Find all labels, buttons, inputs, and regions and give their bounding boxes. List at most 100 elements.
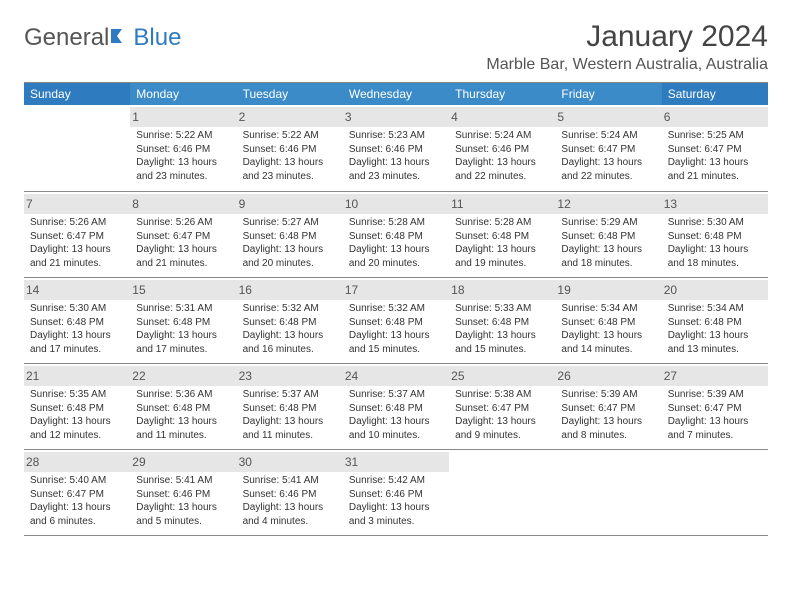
daylight-text: Daylight: 13 hours and 12 minutes. [28, 415, 126, 442]
sunrise-text: Sunrise: 5:27 AM [241, 216, 339, 230]
sunset-text: Sunset: 6:46 PM [134, 143, 232, 157]
day-number: 27 [662, 366, 768, 386]
sunset-text: Sunset: 6:46 PM [347, 488, 445, 502]
calendar-cell: 12Sunrise: 5:29 AMSunset: 6:48 PMDayligh… [555, 191, 661, 277]
day-number: 10 [343, 194, 449, 214]
calendar-cell: 18Sunrise: 5:33 AMSunset: 6:48 PMDayligh… [449, 277, 555, 363]
calendar-cell: 25Sunrise: 5:38 AMSunset: 6:47 PMDayligh… [449, 363, 555, 449]
daylight-text: Daylight: 13 hours and 18 minutes. [559, 243, 657, 270]
daylight-text: Daylight: 13 hours and 8 minutes. [559, 415, 657, 442]
sunrise-text: Sunrise: 5:32 AM [241, 302, 339, 316]
daylight-text: Daylight: 13 hours and 22 minutes. [453, 156, 551, 183]
flag-icon [110, 24, 132, 52]
sunrise-text: Sunrise: 5:26 AM [28, 216, 126, 230]
day-number: 11 [449, 194, 555, 214]
daylight-text: Daylight: 13 hours and 19 minutes. [453, 243, 551, 270]
day-number: 3 [343, 107, 449, 127]
calendar-cell: 15Sunrise: 5:31 AMSunset: 6:48 PMDayligh… [130, 277, 236, 363]
day-number: 26 [555, 366, 661, 386]
location: Marble Bar, Western Australia, Australia [486, 56, 768, 74]
daylight-text: Daylight: 13 hours and 16 minutes. [241, 329, 339, 356]
daylight-text: Daylight: 13 hours and 15 minutes. [453, 329, 551, 356]
sunset-text: Sunset: 6:48 PM [347, 402, 445, 416]
day-number: 8 [130, 194, 236, 214]
day-number: 14 [24, 280, 130, 300]
sunset-text: Sunset: 6:46 PM [347, 143, 445, 157]
daylight-text: Daylight: 13 hours and 9 minutes. [453, 415, 551, 442]
daylight-text: Daylight: 13 hours and 3 minutes. [347, 501, 445, 528]
day-header: Monday [130, 83, 236, 105]
day-number: 30 [237, 452, 343, 472]
day-number: 1 [130, 107, 236, 127]
daylight-text: Daylight: 13 hours and 17 minutes. [134, 329, 232, 356]
calendar-cell: 31 Sunrise: 5:42 AMSunset: 6:46 PMDayligh… [343, 449, 449, 535]
daylight-text: Daylight: 13 hours and 14 minutes. [559, 329, 657, 356]
sunset-text: Sunset: 6:47 PM [28, 488, 126, 502]
daylight-text: Daylight: 13 hours and 21 minutes. [28, 243, 126, 270]
calendar-cell: 10Sunrise: 5:28 AMSunset: 6:48 PMDayligh… [343, 191, 449, 277]
day-number: 16 [237, 280, 343, 300]
day-number: 25 [449, 366, 555, 386]
calendar-cell: 16 Sunrise: 5:32 AMSunset: 6:48 PMDayligh… [237, 277, 343, 363]
calendar-cell: 2Sunrise: 5:22 AMSunset: 6:46 PMDaylight… [237, 105, 343, 191]
calendar-cell: 3Sunrise: 5:23 AMSunset: 6:46 PMDaylight… [343, 105, 449, 191]
calendar-cell: 1Sunrise: 5:22 AMSunset: 6:46 PMDaylight… [130, 105, 236, 191]
sunset-text: Sunset: 6:48 PM [28, 316, 126, 330]
sunrise-text: Sunrise: 5:34 AM [666, 302, 764, 316]
daylight-text: Daylight: 13 hours and 11 minutes. [134, 415, 232, 442]
daylight-text: Daylight: 13 hours and 6 minutes. [28, 501, 126, 528]
sunrise-text: Sunrise: 5:30 AM [666, 216, 764, 230]
sunrise-text: Sunrise: 5:42 AM [347, 474, 445, 488]
day-number: 13 [662, 194, 768, 214]
day-number: 29 [130, 452, 236, 472]
day-number: 20 [662, 280, 768, 300]
sunset-text: Sunset: 6:47 PM [666, 143, 764, 157]
day-number: 6 [662, 107, 768, 127]
daylight-text: Daylight: 13 hours and 18 minutes. [666, 243, 764, 270]
sunset-text: Sunset: 6:46 PM [241, 143, 339, 157]
day-header: Sunday [24, 83, 130, 105]
calendar-cell: 14Sunrise: 5:30 AMSunset: 6:48 PMDayligh… [24, 277, 130, 363]
day-number-empty [24, 107, 130, 127]
sunset-text: Sunset: 6:48 PM [241, 402, 339, 416]
sunrise-text: Sunrise: 5:34 AM [559, 302, 657, 316]
calendar-cell: 7Sunrise: 5:26 AMSunset: 6:47 PMDaylight… [24, 191, 130, 277]
sunset-text: Sunset: 6:47 PM [559, 402, 657, 416]
sunrise-text: Sunrise: 5:23 AM [347, 129, 445, 143]
sunrise-text: Sunrise: 5:36 AM [134, 388, 232, 402]
day-number-empty [662, 452, 768, 472]
sunrise-text: Sunrise: 5:37 AM [347, 388, 445, 402]
sunrise-text: Sunrise: 5:37 AM [241, 388, 339, 402]
sunset-text: Sunset: 6:48 PM [559, 230, 657, 244]
day-number: 31 [343, 452, 449, 472]
daylight-text: Daylight: 13 hours and 11 minutes. [241, 415, 339, 442]
calendar-cell: 13Sunrise: 5:30 AMSunset: 6:48 PMDayligh… [662, 191, 768, 277]
daylight-text: Daylight: 13 hours and 22 minutes. [559, 156, 657, 183]
sunset-text: Sunset: 6:48 PM [347, 230, 445, 244]
calendar-cell [662, 449, 768, 535]
sunrise-text: Sunrise: 5:39 AM [666, 388, 764, 402]
sunrise-text: Sunrise: 5:39 AM [559, 388, 657, 402]
calendar-cell: 22Sunrise: 5:36 AMSunset: 6:48 PMDayligh… [130, 363, 236, 449]
sunrise-text: Sunrise: 5:41 AM [134, 474, 232, 488]
calendar-cell: 21Sunrise: 5:35 AMSunset: 6:48 PMDayligh… [24, 363, 130, 449]
sunrise-text: Sunrise: 5:29 AM [559, 216, 657, 230]
daylight-text: Daylight: 13 hours and 21 minutes. [134, 243, 232, 270]
logo-text-blue: Blue [133, 24, 181, 52]
sunset-text: Sunset: 6:47 PM [666, 402, 764, 416]
sunrise-text: Sunrise: 5:40 AM [28, 474, 126, 488]
daylight-text: Daylight: 13 hours and 23 minutes. [241, 156, 339, 183]
calendar-cell: 9Sunrise: 5:27 AMSunset: 6:48 PMDaylight… [237, 191, 343, 277]
sunset-text: Sunset: 6:46 PM [241, 488, 339, 502]
sunrise-text: Sunrise: 5:25 AM [666, 129, 764, 143]
sunrise-text: Sunrise: 5:24 AM [559, 129, 657, 143]
sunset-text: Sunset: 6:48 PM [28, 402, 126, 416]
calendar-cell: 26 Sunrise: 5:39 AMSunset: 6:47 PMDayligh… [555, 363, 661, 449]
sunset-text: Sunset: 6:48 PM [241, 316, 339, 330]
calendar-cell [24, 105, 130, 191]
logo: General Blue [24, 20, 181, 52]
sunrise-text: Sunrise: 5:26 AM [134, 216, 232, 230]
calendar-cell: 5Sunrise: 5:24 AMSunset: 6:47 PMDaylight… [555, 105, 661, 191]
calendar-cell: 19Sunrise: 5:34 AMSunset: 6:48 PMDayligh… [555, 277, 661, 363]
sunset-text: Sunset: 6:47 PM [134, 230, 232, 244]
